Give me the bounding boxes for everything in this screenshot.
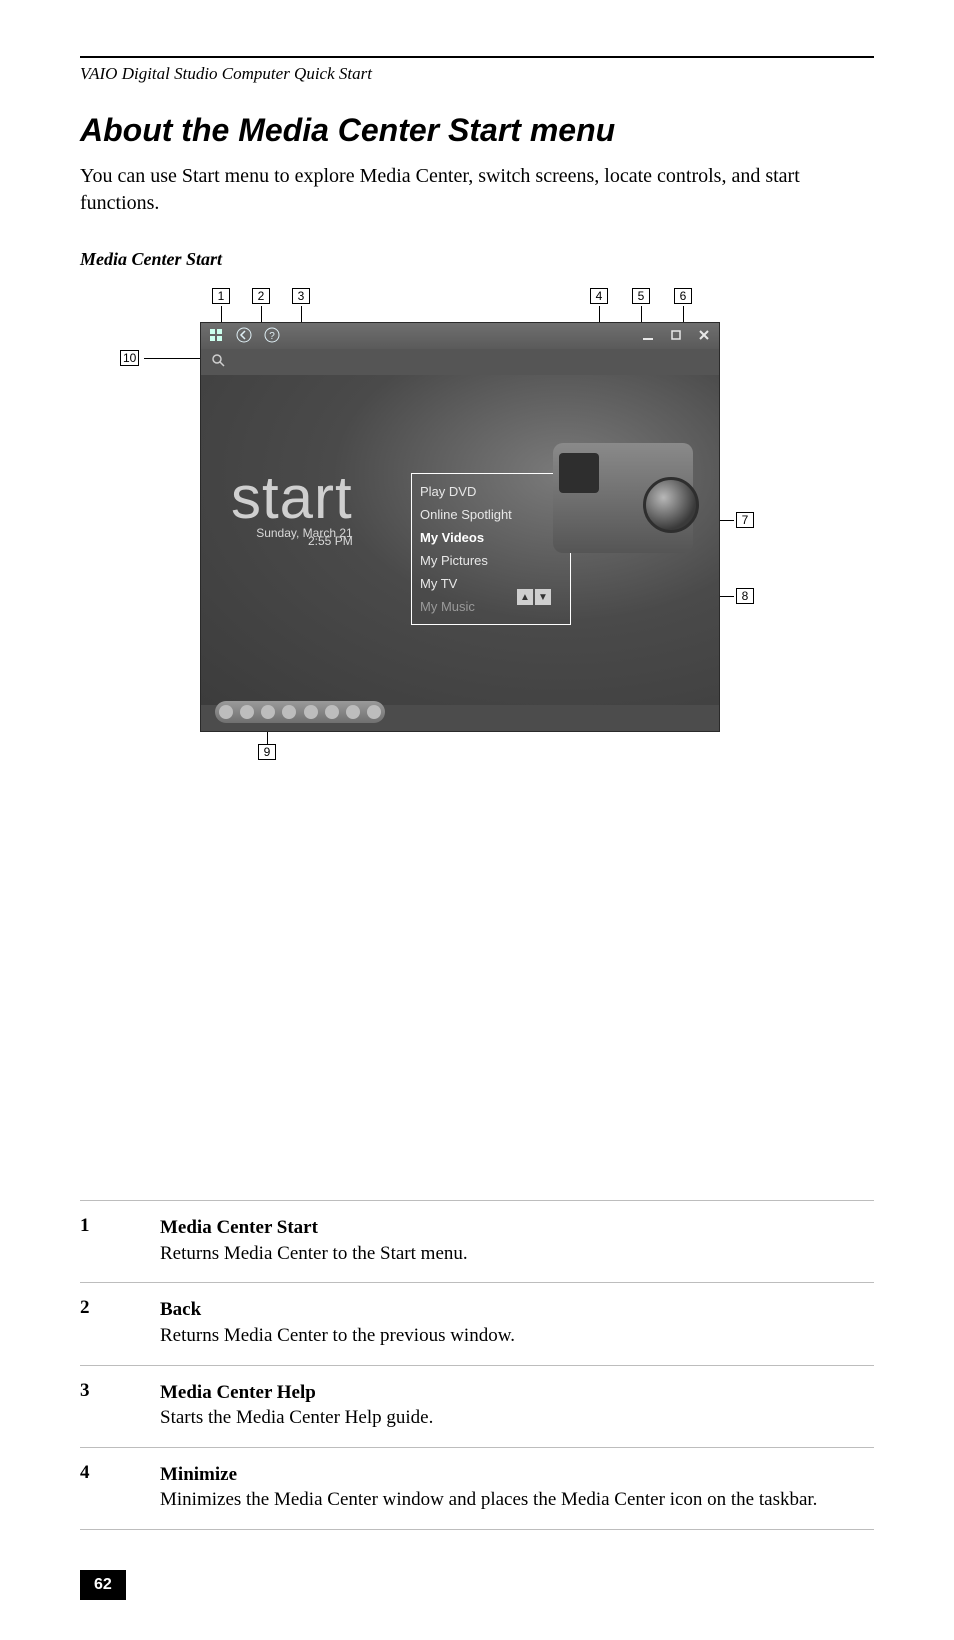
transport-button[interactable]: [282, 705, 296, 719]
section-title: About the Media Center Start menu: [80, 112, 874, 149]
callout-9: 9: [258, 744, 276, 760]
description-text: Minimize Minimizes the Media Center wind…: [160, 1462, 874, 1513]
svg-text:?: ?: [269, 331, 275, 342]
menu-item-my-pictures[interactable]: My Pictures: [420, 549, 562, 572]
figure: 1 2 3 4 5 6 7 8 10 9: [120, 292, 760, 1172]
page-number: 62: [80, 1570, 126, 1600]
transport-button[interactable]: [346, 705, 360, 719]
description-text: Back Returns Media Center to the previou…: [160, 1297, 874, 1348]
start-heading: start Sunday, March 21 2:55 PM: [231, 463, 353, 548]
description-row: 3 Media Center Help Starts the Media Cen…: [80, 1365, 874, 1447]
menu-scroll-buttons: ▲ ▼: [517, 589, 551, 605]
minimize-icon[interactable]: [639, 326, 657, 344]
description-number: 3: [80, 1380, 160, 1431]
transport-button[interactable]: [219, 705, 233, 719]
callout-4: 4: [590, 288, 608, 304]
callout-5: 5: [632, 288, 650, 304]
media-center-screenshot: ?: [200, 322, 720, 732]
description-number: 1: [80, 1215, 160, 1266]
figure-spacer: [120, 702, 760, 1172]
callout-10: 10: [120, 350, 139, 366]
callout-3: 3: [292, 288, 310, 304]
callout-descriptions: 1 Media Center Start Returns Media Cente…: [80, 1200, 874, 1530]
description-head: Minimize: [160, 1464, 237, 1485]
callout-10-leader: [144, 358, 200, 359]
description-body: Returns Media Center to the Start menu.: [160, 1243, 468, 1264]
titlebar-left-controls: ?: [207, 326, 281, 344]
page: VAIO Digital Studio Computer Quick Start…: [0, 0, 954, 1640]
transport-button[interactable]: [325, 705, 339, 719]
description-number: 2: [80, 1297, 160, 1348]
camcorder-viewfinder: [559, 453, 599, 493]
back-icon[interactable]: [235, 326, 253, 344]
top-rule: [80, 56, 874, 58]
transport-controls: [215, 701, 385, 723]
transport-button[interactable]: [240, 705, 254, 719]
description-body: Returns Media Center to the previous win…: [160, 1325, 515, 1346]
footer: 62: [80, 1570, 874, 1600]
camcorder-lens: [643, 477, 699, 533]
description-head: Back: [160, 1299, 201, 1320]
description-row: 2 Back Returns Media Center to the previ…: [80, 1282, 874, 1364]
menu-item-my-videos[interactable]: My Videos: [420, 526, 562, 549]
running-head: VAIO Digital Studio Computer Quick Start: [80, 64, 874, 84]
description-body: Minimizes the Media Center window and pl…: [160, 1489, 817, 1510]
window-titlebar: ?: [201, 323, 719, 349]
callout-8: 8: [736, 588, 754, 604]
transport-button[interactable]: [367, 705, 381, 719]
description-body: Starts the Media Center Help guide.: [160, 1407, 433, 1428]
camcorder-graphic: [553, 443, 693, 553]
scroll-down-icon[interactable]: ▼: [535, 589, 551, 605]
help-icon[interactable]: ?: [263, 326, 281, 344]
callout-7: 7: [736, 512, 754, 528]
callout-1: 1: [212, 288, 230, 304]
intro-paragraph: You can use Start menu to explore Media …: [80, 163, 874, 217]
transport-button[interactable]: [304, 705, 318, 719]
menu-item-play-dvd[interactable]: Play DVD: [420, 480, 562, 503]
transport-button[interactable]: [261, 705, 275, 719]
close-icon[interactable]: [695, 326, 713, 344]
description-head: Media Center Help: [160, 1382, 316, 1403]
media-center-start-icon[interactable]: [207, 326, 225, 344]
titlebar-right-controls: [639, 326, 713, 344]
callout-2: 2: [252, 288, 270, 304]
search-icon[interactable]: [211, 353, 227, 374]
figure-caption: Media Center Start: [80, 249, 874, 270]
description-head: Media Center Start: [160, 1217, 318, 1238]
description-text: Media Center Start Returns Media Center …: [160, 1215, 874, 1266]
description-row: 4 Minimize Minimizes the Media Center wi…: [80, 1447, 874, 1530]
description-row: 1 Media Center Start Returns Media Cente…: [80, 1200, 874, 1282]
secondary-toolbar: [201, 349, 719, 375]
description-text: Media Center Help Starts the Media Cente…: [160, 1380, 874, 1431]
menu-item-online-spotlight[interactable]: Online Spotlight: [420, 503, 562, 526]
description-number: 4: [80, 1462, 160, 1513]
callout-6: 6: [674, 288, 692, 304]
start-word: start: [231, 463, 353, 532]
restore-icon[interactable]: [667, 326, 685, 344]
scroll-up-icon[interactable]: ▲: [517, 589, 533, 605]
